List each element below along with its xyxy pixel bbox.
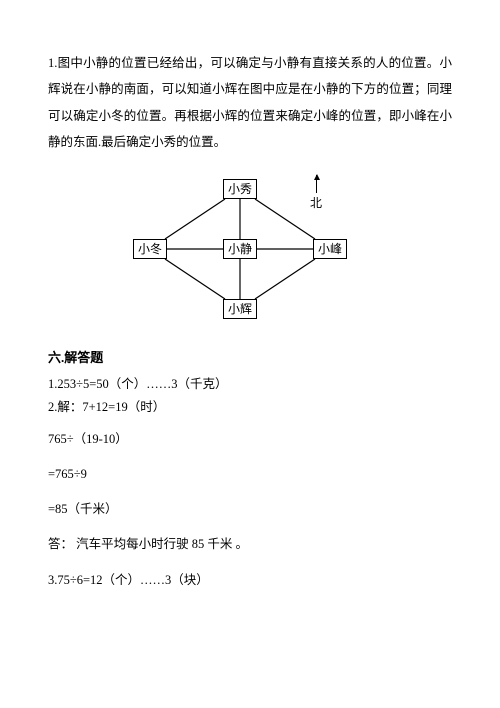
answer-5: =85（千米） [48, 499, 452, 520]
node-xiaoxiu: 小秀 [223, 179, 257, 199]
answer-4: =765÷9 [48, 464, 452, 485]
answer-3: 765÷（19-10） [48, 429, 452, 450]
diagram: 北 小秀 小冬 小静 小峰 小辉 [120, 169, 380, 329]
problem-paragraph: 1.图中小静的位置已经给出，可以确定与小静有直接关系的人的位置。小辉说在小静的南… [48, 50, 452, 155]
diagram-container: 北 小秀 小冬 小静 小峰 小辉 [48, 169, 452, 329]
answer-7: 3.75÷6=12（个）……3（块） [48, 570, 452, 591]
answer-1: 1.253÷5=50（个）……3（千克） [48, 374, 452, 395]
section-title: 六.解答题 [48, 347, 452, 366]
answer-2: 2.解：7+12=19（时） [48, 397, 452, 418]
north-label: 北 [310, 194, 322, 211]
north-arrow: 北 [310, 175, 322, 211]
answer-6: 答： 汽车平均每小时行驶 85 千米 。 [48, 534, 452, 555]
node-xiaodong: 小冬 [133, 239, 167, 259]
node-xiaofeng: 小峰 [313, 239, 347, 259]
node-xiaojing: 小静 [223, 239, 257, 259]
node-xiaohui: 小辉 [223, 299, 257, 319]
